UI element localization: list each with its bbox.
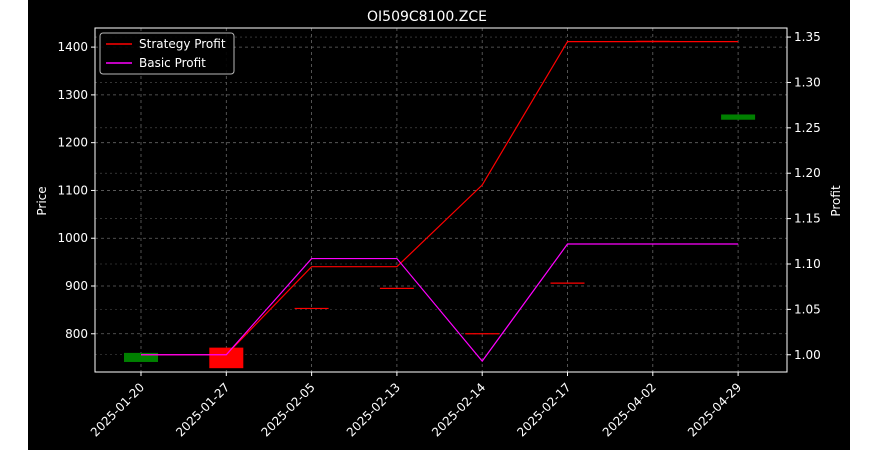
- plot-area-frame: [94, 27, 788, 373]
- profit-lines: [141, 41, 739, 363]
- right-tick-label: 1.05: [794, 302, 821, 316]
- x-tick-label: 2025-02-13: [344, 380, 403, 439]
- left-tick-label: 900: [65, 279, 88, 293]
- x-tick-label: 2025-02-14: [429, 380, 488, 439]
- left-tick-label: 1100: [57, 183, 88, 197]
- legend-label-basic: Basic Profit: [139, 56, 206, 70]
- x-tick-label: 2025-01-20: [88, 380, 147, 439]
- x-tick-label: 2025-01-27: [173, 380, 232, 439]
- right-axis: 1.00 1.05 1.10 1.15 1.20 1.25 1.30 1.35: [787, 30, 821, 362]
- candles: [124, 40, 756, 369]
- grid: [95, 28, 787, 372]
- y-axis-label-right: Profit: [829, 185, 843, 217]
- candle: [124, 352, 158, 362]
- x-tick-label: 2025-02-05: [259, 380, 318, 439]
- x-tick-label: 2025-02-17: [514, 380, 573, 439]
- right-tick-label: 1.35: [794, 30, 821, 44]
- legend: Strategy Profit Basic Profit: [99, 32, 235, 75]
- left-tick-label: 1200: [57, 136, 88, 150]
- left-tick-label: 1300: [57, 88, 88, 102]
- right-tick-label: 1.25: [794, 121, 821, 135]
- x-axis: 2025-01-20 2025-01-27 2025-02-05 2025-02-13…: [88, 372, 744, 439]
- right-tick-label: 1.20: [794, 166, 821, 180]
- left-tick-label: 1000: [57, 231, 88, 245]
- chart-title: OI509C8100.ZCE: [367, 9, 487, 25]
- chart-frame: OI509C8100.ZCE 800 900 1000 1100 1200 1300 140…: [28, 0, 850, 450]
- legend-label-strategy: Strategy Profit: [139, 37, 226, 51]
- left-axis: 800 900 1000 1100 1200 1300 1400: [57, 40, 95, 341]
- series-line-basic-profit: [141, 243, 739, 363]
- left-tick-label: 800: [65, 327, 88, 341]
- left-tick-label: 1400: [57, 40, 88, 54]
- right-tick-label: 1.30: [794, 75, 821, 89]
- right-tick-label: 1.10: [794, 257, 821, 271]
- x-tick-label: 2025-04-29: [685, 380, 744, 439]
- candle: [209, 347, 244, 369]
- legend-box: [99, 32, 235, 75]
- right-tick-label: 1.15: [794, 212, 821, 226]
- chart-svg: OI509C8100.ZCE 800 900 1000 1100 1200 1300 140…: [35, 9, 843, 439]
- y-axis-label-left: Price: [35, 186, 49, 215]
- x-tick-label: 2025-04-02: [600, 380, 659, 439]
- right-tick-label: 1.00: [794, 348, 821, 362]
- series-line-strategy-profit: [141, 41, 739, 356]
- candle: [721, 114, 756, 120]
